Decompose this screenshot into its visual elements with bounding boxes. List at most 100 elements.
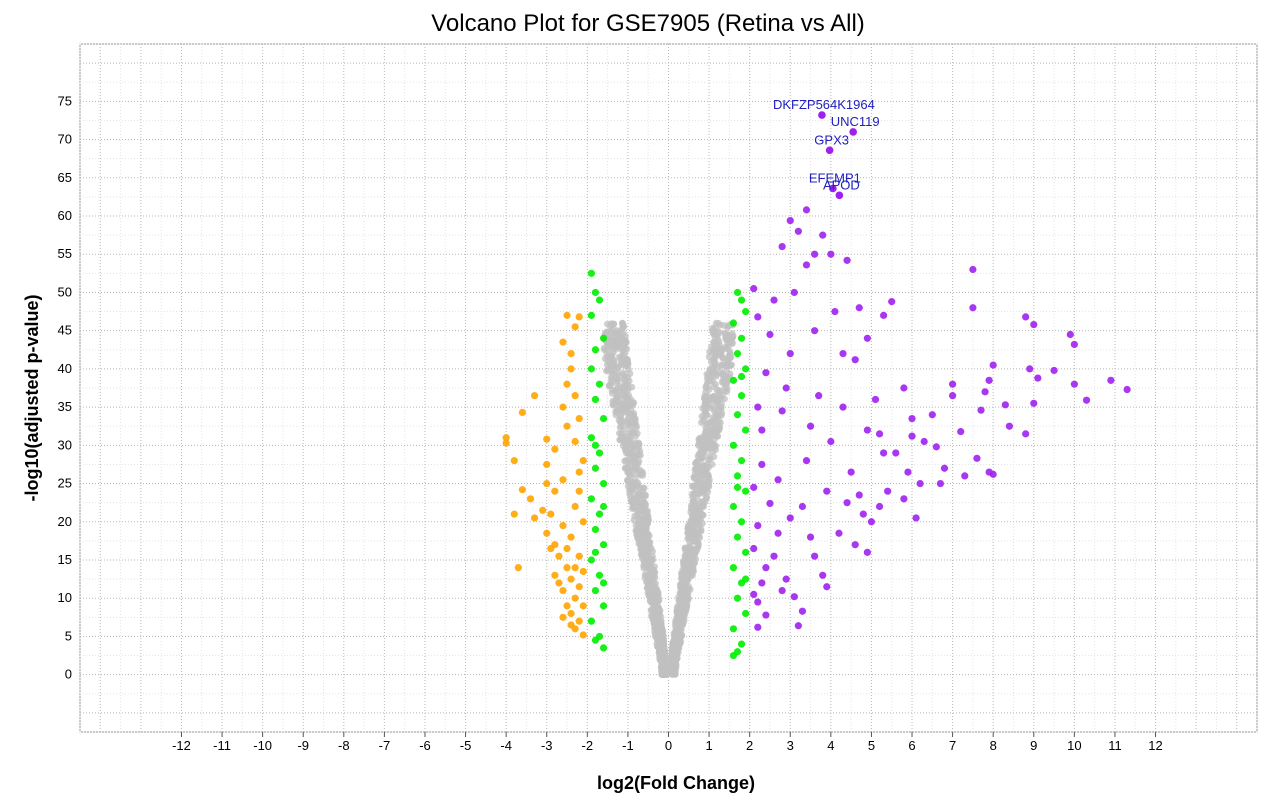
point-not-significant — [625, 377, 633, 385]
point-not-significant — [686, 532, 693, 540]
point-upregulated — [908, 414, 916, 423]
point-not-significant — [647, 558, 655, 566]
point-downregulated — [575, 468, 583, 476]
point-upregulated — [1034, 374, 1042, 382]
point-upregulated — [766, 330, 774, 339]
point-downregulated — [530, 392, 539, 400]
point-not-significant — [634, 440, 642, 448]
point-upregulated — [904, 468, 912, 476]
point-not-significant — [695, 540, 702, 548]
point-downregulated — [579, 518, 587, 526]
point-not-significant — [638, 538, 646, 546]
point-not-significant — [683, 592, 691, 600]
point-not-significant — [672, 662, 680, 670]
point-not-significant — [652, 580, 659, 587]
x-tick-label: -4 — [500, 738, 512, 753]
point-not-significant — [641, 562, 649, 570]
point-downregulated — [563, 602, 571, 610]
point-moderate-change — [595, 449, 604, 457]
point-moderate-change — [595, 380, 604, 388]
point-moderate-change — [587, 556, 595, 564]
point-upregulated — [892, 449, 900, 457]
point-not-significant — [696, 481, 704, 489]
point-downregulated — [510, 510, 518, 518]
x-tick-label: -7 — [379, 738, 391, 753]
point-not-significant — [688, 502, 695, 510]
point-upregulated — [762, 564, 770, 572]
point-moderate-change — [591, 288, 600, 297]
y-tick-label: 30 — [58, 437, 72, 452]
point-upregulated — [758, 579, 766, 587]
x-tick-label: -10 — [253, 738, 272, 753]
x-tick-label: -11 — [213, 738, 231, 753]
point-not-significant — [613, 390, 621, 398]
point-not-significant — [685, 570, 693, 578]
point-downregulated — [502, 434, 510, 442]
point-moderate-change — [591, 395, 600, 404]
point-upregulated — [758, 460, 766, 469]
point-upregulated — [819, 571, 827, 579]
point-not-significant — [651, 623, 659, 631]
point-upregulated — [770, 296, 778, 304]
point-moderate-change — [599, 579, 608, 587]
point-upregulated — [750, 590, 758, 599]
point-not-significant — [624, 357, 631, 364]
point-moderate-change — [742, 575, 750, 583]
point-upregulated — [839, 403, 847, 411]
point-not-significant — [724, 339, 731, 347]
point-not-significant — [660, 644, 668, 651]
point-not-significant — [601, 355, 609, 363]
point-moderate-change — [737, 518, 746, 526]
point-not-significant — [715, 329, 723, 337]
point-not-significant — [632, 422, 640, 429]
point-not-significant — [689, 562, 697, 570]
point-not-significant — [695, 528, 703, 536]
point-not-significant — [620, 323, 628, 330]
point-downregulated — [502, 439, 510, 447]
x-tick-label: 0 — [665, 738, 672, 753]
point-not-significant — [688, 512, 696, 520]
point-not-significant — [609, 329, 617, 337]
point-upregulated — [782, 384, 790, 392]
point-upregulated — [1026, 365, 1034, 373]
point-upregulated — [855, 491, 863, 499]
point-upregulated — [863, 334, 871, 342]
point-not-significant — [634, 511, 641, 519]
point-downregulated — [563, 544, 571, 553]
point-moderate-change — [733, 411, 742, 419]
y-tick-label: 10 — [58, 590, 72, 605]
point-not-significant — [627, 423, 634, 431]
point-downregulated — [567, 621, 575, 629]
point-upregulated — [940, 464, 949, 472]
labeled-gene-point — [849, 128, 857, 136]
x-tick-label: -12 — [172, 738, 191, 753]
point-moderate-change — [729, 376, 738, 384]
point-not-significant — [719, 354, 727, 362]
x-tick-label: -8 — [338, 738, 350, 753]
point-not-significant — [635, 519, 643, 527]
point-upregulated — [758, 426, 766, 434]
gene-label: DKFZP564K1964 — [773, 97, 875, 112]
point-not-significant — [624, 386, 632, 393]
x-tick-label: 6 — [908, 738, 915, 753]
point-moderate-change — [587, 495, 595, 503]
point-upregulated — [802, 457, 811, 465]
x-tick-label: 8 — [990, 738, 997, 753]
y-tick-label: 50 — [58, 284, 72, 299]
point-not-significant — [714, 398, 722, 405]
point-upregulated — [989, 361, 997, 369]
point-upregulated — [786, 216, 794, 225]
y-tick-label: 60 — [58, 208, 72, 223]
point-upregulated — [908, 432, 916, 440]
point-upregulated — [1005, 422, 1014, 430]
point-downregulated — [551, 445, 559, 453]
x-tick-label: 11 — [1108, 738, 1122, 753]
point-not-significant — [621, 464, 629, 472]
point-upregulated — [985, 468, 993, 476]
point-upregulated — [754, 598, 762, 606]
x-tick-label: 4 — [827, 738, 834, 753]
point-not-significant — [607, 320, 615, 328]
x-tick-label: 1 — [705, 738, 712, 753]
point-upregulated — [1070, 340, 1078, 349]
point-not-significant — [701, 392, 709, 400]
